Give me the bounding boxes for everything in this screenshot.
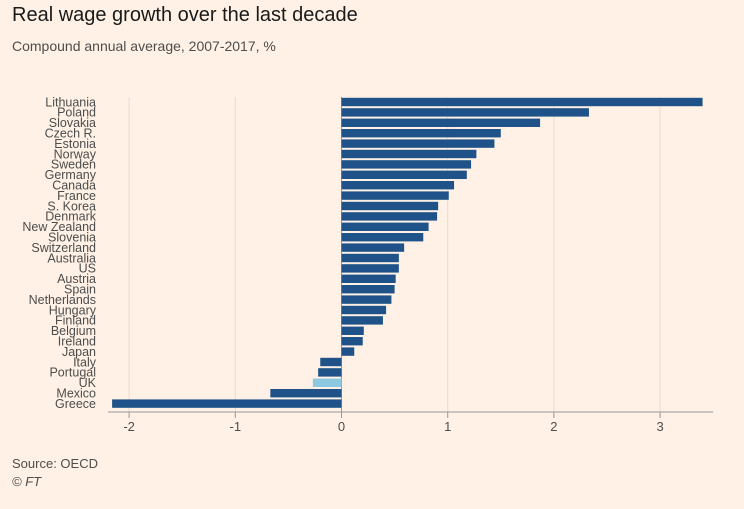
bar-new-zealand xyxy=(341,222,429,231)
bar-czech-r xyxy=(341,129,501,138)
category-label-hungary: Hungary xyxy=(49,303,97,317)
category-label-austria: Austria xyxy=(57,272,96,286)
chart-subtitle: Compound annual average, 2007-2017, % xyxy=(12,38,276,54)
category-label-us: US xyxy=(79,262,96,276)
bar-finland xyxy=(341,316,383,325)
bar-slovenia xyxy=(341,233,424,242)
bars xyxy=(112,97,703,408)
bar-estonia xyxy=(341,139,495,148)
x-axis-ticks: -2 -1 0 1 2 3 xyxy=(107,411,714,434)
bar-slovakia xyxy=(341,118,541,127)
bar-sweden xyxy=(341,160,472,169)
bar-canada xyxy=(341,181,455,190)
bar-uk xyxy=(312,378,342,387)
x-tick-label: -1 xyxy=(230,419,242,434)
category-label-spain: Spain xyxy=(64,283,96,297)
bar-germany xyxy=(341,170,467,179)
x-tick-label: 1 xyxy=(444,419,451,434)
bar-greece xyxy=(112,399,342,408)
bar-us xyxy=(341,264,399,273)
bar-norway xyxy=(341,149,477,159)
bar-lithuania xyxy=(341,97,703,107)
category-label-norway: Norway xyxy=(54,147,97,161)
category-label-czech-r: Czech R. xyxy=(45,127,96,141)
bar-australia xyxy=(341,253,399,263)
category-label-ireland: Ireland xyxy=(58,335,96,349)
bar-france xyxy=(341,191,449,200)
category-label-japan: Japan xyxy=(62,345,96,359)
category-label-uk: UK xyxy=(79,376,97,390)
category-label-portugal: Portugal xyxy=(49,366,96,380)
category-label-finland: Finland xyxy=(55,314,96,328)
bar-denmark xyxy=(341,212,438,221)
category-label-poland: Poland xyxy=(57,106,96,120)
category-label-sweden: Sweden xyxy=(51,158,96,172)
category-label-netherlands: Netherlands xyxy=(29,293,96,307)
chart-title: Real wage growth over the last decade xyxy=(12,4,358,26)
bar-mexico xyxy=(270,389,342,398)
x-tick-label: 2 xyxy=(550,419,557,434)
category-label-new-zealand: New Zealand xyxy=(22,220,96,234)
category-label-greece: Greece xyxy=(55,397,96,411)
bar-switzerland xyxy=(341,243,405,252)
bar-austria xyxy=(341,274,396,283)
category-label-mexico: Mexico xyxy=(56,387,96,401)
bar-hungary xyxy=(341,305,387,315)
category-label-s-korea: S. Korea xyxy=(47,199,96,213)
x-tick-label: 0 xyxy=(338,419,345,434)
bar-s-korea xyxy=(341,201,439,211)
category-label-lithuania: Lithuania xyxy=(45,95,96,109)
ft-credit: © FT xyxy=(12,474,42,489)
category-label-italy: Italy xyxy=(73,355,97,369)
bar-belgium xyxy=(341,326,364,335)
bar-japan xyxy=(341,347,355,356)
x-tick-label: -2 xyxy=(123,419,135,434)
category-label-france: France xyxy=(57,189,96,203)
category-label-slovakia: Slovakia xyxy=(49,116,96,130)
category-label-denmark: Denmark xyxy=(45,210,96,224)
category-label-germany: Germany xyxy=(45,168,97,182)
bar-poland xyxy=(341,108,589,117)
x-tick-label: 3 xyxy=(656,419,663,434)
category-label-estonia: Estonia xyxy=(54,137,96,151)
bar-netherlands xyxy=(341,295,392,304)
category-label-canada: Canada xyxy=(52,179,96,193)
category-label-belgium: Belgium xyxy=(51,324,96,338)
category-label-switzerland: Switzerland xyxy=(31,241,96,255)
category-label-slovenia: Slovenia xyxy=(48,231,96,245)
bar-portugal xyxy=(318,368,342,377)
bar-italy xyxy=(320,357,342,367)
bar-spain xyxy=(341,285,395,294)
source-note: Source: OECD xyxy=(12,456,98,471)
bar-ireland xyxy=(341,337,363,346)
category-label-australia: Australia xyxy=(47,251,96,265)
